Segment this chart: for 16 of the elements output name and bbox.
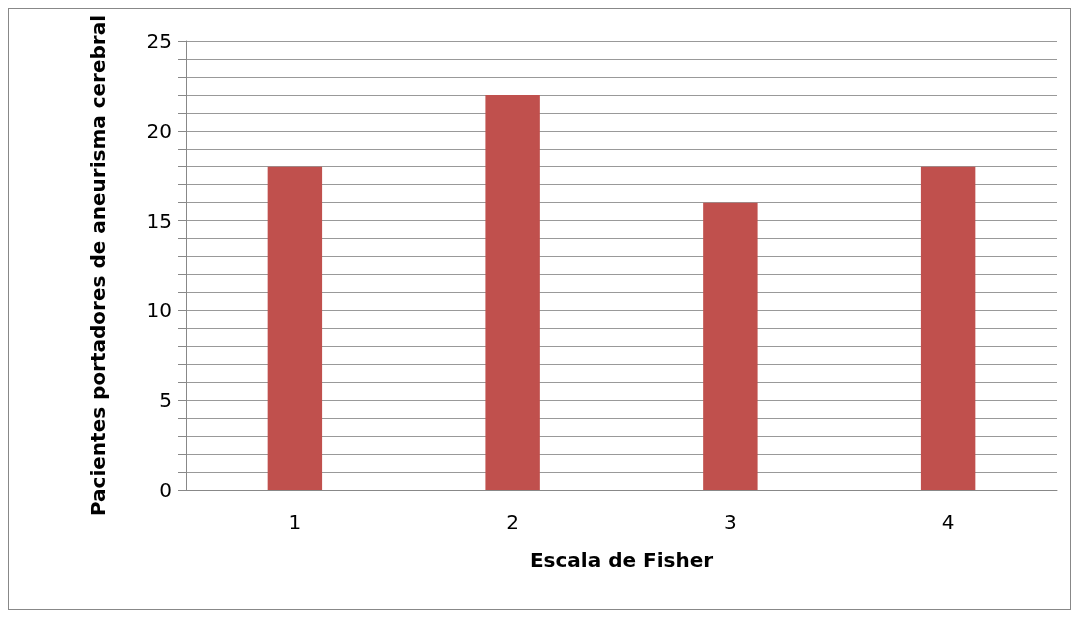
y-tick-label: 10 xyxy=(146,298,172,323)
y-tick-label: 25 xyxy=(146,29,172,53)
y-axis-title: Pacientes portadores de aneurisma cerebral xyxy=(86,14,110,517)
bar xyxy=(267,166,323,490)
x-axis-title: Escala de Fisher xyxy=(529,548,714,572)
y-tick-label: 15 xyxy=(146,208,172,233)
y-tick-label: 0 xyxy=(159,478,172,502)
y-tick-label: 20 xyxy=(146,118,172,143)
bar xyxy=(485,94,540,490)
x-tick-label: 4 xyxy=(941,510,955,534)
y-tick-label: 5 xyxy=(159,388,172,413)
x-tick-label: 1 xyxy=(288,510,302,534)
bar xyxy=(920,166,976,490)
x-tick-label: 3 xyxy=(724,510,737,534)
x-tick-label: 2 xyxy=(506,510,519,534)
bar xyxy=(703,202,758,490)
